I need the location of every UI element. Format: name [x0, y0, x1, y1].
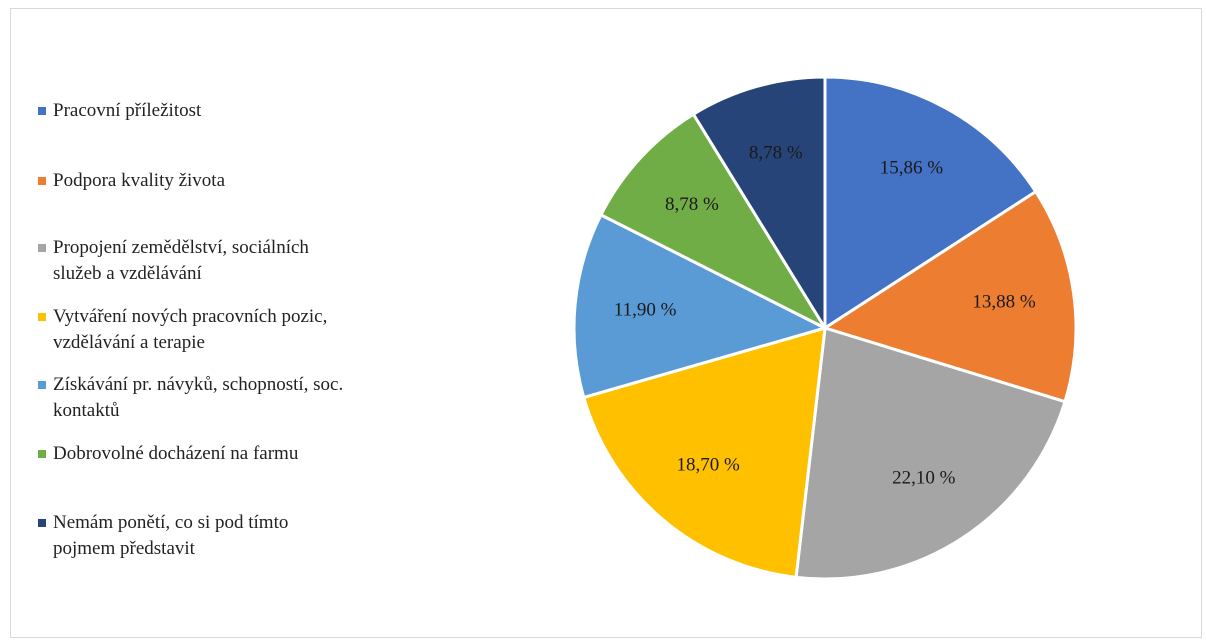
legend-swatch-4: [38, 313, 46, 321]
pie-slice-6: [599, 112, 827, 330]
pie-slice-3: [794, 326, 1067, 581]
pie-slice-5: [572, 213, 827, 399]
legend-label-3: Propojení zemědělství, sociálních služeb…: [53, 237, 309, 284]
legend-swatch-7: [38, 519, 46, 527]
legend-swatch-2: [38, 177, 46, 185]
pie-slice-label-7: 8,78 %: [749, 142, 803, 163]
legend-swatch-5: [38, 381, 46, 389]
chart-legend: Pracovní příležitost Podpora kvality živ…: [38, 0, 398, 643]
legend-item-6: Dobrovolné docházení na farmu: [38, 441, 398, 467]
pie-slice-2: [823, 190, 1078, 404]
pie-slice-7: [691, 75, 827, 330]
legend-item-5: Získávání pr. návyků, schopností, soc. k…: [38, 372, 398, 424]
pie-slice-label-1: 15,86 %: [880, 158, 944, 179]
pie-slice-label-3: 22,10 %: [892, 468, 956, 489]
pie-slice-labels: 15,86 % 13,88 % 22,10 % 18,70 % 11,90 % 8,78 …: [614, 142, 1036, 488]
legend-swatch-1: [38, 107, 46, 115]
pie-slice-label-5: 11,90 %: [614, 299, 677, 320]
legend-label-7: Nemám ponětí, co si pod tímto pojmem pře…: [53, 512, 289, 559]
pie-slice-1: [823, 75, 1038, 330]
legend-label-5: Získávání pr. návyků, schopností, soc. k…: [53, 374, 344, 421]
pie-slice-4: [582, 326, 827, 579]
legend-swatch-3: [38, 244, 46, 252]
pie-slice-label-6: 8,78 %: [665, 194, 719, 215]
legend-label-4: Vytváření nových pracovních pozic, vzděl…: [53, 306, 328, 353]
legend-label-2: Podpora kvality života: [53, 170, 226, 191]
legend-item-7: Nemám ponětí, co si pod tímto pojmem pře…: [38, 510, 398, 562]
legend-item-1: Pracovní příležitost: [38, 98, 398, 124]
pie-slices: [572, 75, 1078, 581]
pie-slice-label-4: 18,70 %: [677, 454, 741, 475]
legend-label-6: Dobrovolné docházení na farmu: [53, 443, 299, 464]
legend-item-2: Podpora kvality života: [38, 168, 398, 194]
pie-slice-label-2: 13,88 %: [972, 291, 1036, 312]
legend-item-4: Vytváření nových pracovních pozic, vzděl…: [38, 304, 398, 356]
legend-label-1: Pracovní příležitost: [53, 100, 202, 121]
legend-swatch-6: [38, 450, 46, 458]
legend-item-3: Propojení zemědělství, sociálních služeb…: [38, 235, 398, 287]
